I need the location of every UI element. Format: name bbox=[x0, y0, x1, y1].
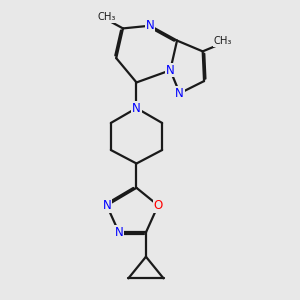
Text: CH₃: CH₃ bbox=[98, 12, 116, 22]
Text: CH₃: CH₃ bbox=[214, 36, 232, 46]
Text: N: N bbox=[132, 102, 141, 115]
Text: N: N bbox=[102, 199, 111, 212]
Text: N: N bbox=[146, 19, 154, 32]
Text: N: N bbox=[166, 64, 175, 77]
Text: N: N bbox=[115, 226, 123, 239]
Text: N: N bbox=[175, 87, 184, 100]
Text: O: O bbox=[154, 199, 163, 212]
